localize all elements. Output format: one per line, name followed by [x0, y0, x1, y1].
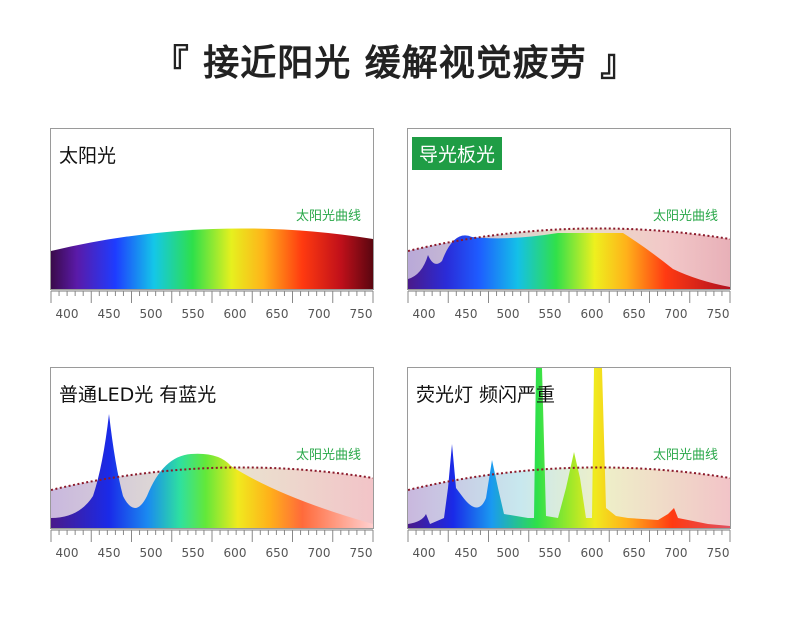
tick-label: 750	[350, 546, 373, 560]
chart-frame: 普通LED光 有蓝光 太阳光曲线	[50, 367, 374, 529]
tick-label: 650	[623, 307, 646, 321]
panel-fluorescent: 荧光灯 频闪严重 太阳光曲线 400 450 500 550 600 650 700 750	[407, 367, 731, 527]
curve-legend: 太阳光曲线	[653, 205, 718, 224]
panel-led: 普通LED光 有蓝光 太阳光曲线 400 450 500 550 600 650 700 75…	[50, 367, 374, 527]
curve-legend: 太阳光曲线	[296, 444, 361, 463]
tick-label: 650	[266, 546, 289, 560]
wavelength-axis: 400 450 500 550 600 650 700 750	[407, 290, 731, 324]
chart-frame: 太阳光 太阳光曲线	[50, 128, 374, 290]
wavelength-axis: 400 450 500 550 600 650 700 750	[407, 529, 731, 563]
tick-label: 600	[224, 546, 247, 560]
chart-frame: 导光板光 太阳光曲线	[407, 128, 731, 290]
wavelength-axis: 400 450 500 550 600 650 700 750	[50, 290, 374, 324]
tick-label: 600	[581, 546, 604, 560]
panel-light-guide: 导光板光 太阳光曲线 400 450 500 550 600 650 700 750	[407, 128, 731, 288]
tick-label: 650	[266, 307, 289, 321]
tick-label: 450	[455, 307, 478, 321]
panel-label: 普通LED光 有蓝光	[59, 380, 216, 407]
tick-label: 550	[539, 307, 562, 321]
chart-frame: 荧光灯 频闪严重 太阳光曲线	[407, 367, 731, 529]
sunlight-spectrum	[51, 228, 373, 289]
tick-label: 700	[308, 307, 331, 321]
panel-label: 荧光灯 频闪严重	[416, 380, 555, 407]
curve-legend: 太阳光曲线	[653, 444, 718, 463]
tick-label: 500	[140, 546, 163, 560]
tick-label: 700	[665, 546, 688, 560]
tick-label: 550	[182, 546, 205, 560]
tick-label: 450	[98, 546, 121, 560]
wavelength-axis: 400 450 500 550 600 650 700 750	[50, 529, 374, 563]
panel-label: 太阳光	[59, 141, 116, 168]
tick-label: 450	[455, 546, 478, 560]
tick-label: 500	[497, 546, 520, 560]
tick-label: 450	[98, 307, 121, 321]
panel-sunlight: 太阳光 太阳光曲线 400 450 500 550 600 650 700 750	[50, 128, 374, 288]
page-title: 『 接近阳光 缓解视觉疲劳 』	[0, 34, 790, 86]
curve-legend: 太阳光曲线	[296, 205, 361, 224]
tick-label: 700	[665, 307, 688, 321]
tick-label: 400	[413, 307, 436, 321]
tick-label: 750	[350, 307, 373, 321]
tick-label: 550	[182, 307, 205, 321]
tick-label: 750	[707, 546, 730, 560]
tick-label: 400	[56, 307, 79, 321]
tick-label: 750	[707, 307, 730, 321]
tick-label: 500	[497, 307, 520, 321]
tick-label: 500	[140, 307, 163, 321]
tick-label: 650	[623, 546, 646, 560]
tick-label: 600	[581, 307, 604, 321]
tick-label: 400	[56, 546, 79, 560]
tick-label: 700	[308, 546, 331, 560]
tick-label: 550	[539, 546, 562, 560]
tick-label: 600	[224, 307, 247, 321]
tick-label: 400	[413, 546, 436, 560]
panel-label: 导光板光	[412, 137, 502, 170]
